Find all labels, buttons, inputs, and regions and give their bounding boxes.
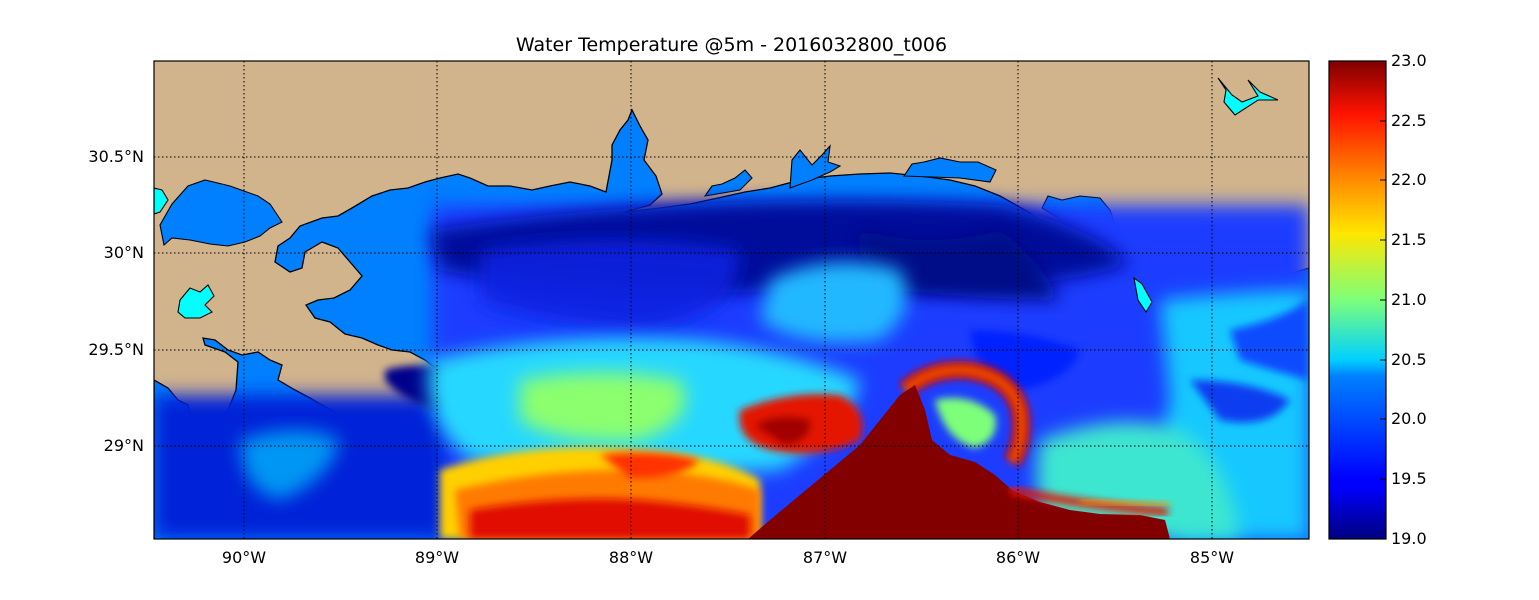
lat-tick-label: 29.5°N bbox=[88, 340, 144, 359]
colorbar-tick-label: 20.5 bbox=[1391, 350, 1427, 369]
colorbar-tick-label: 21.5 bbox=[1391, 230, 1427, 249]
lon-tick-label: 90°W bbox=[221, 548, 267, 567]
lon-tick-label: 87°W bbox=[802, 548, 848, 567]
temperature-field bbox=[154, 200, 1309, 539]
lake-florida bbox=[1217, 77, 1279, 116]
colorbar-tick-label: 19.5 bbox=[1391, 469, 1427, 488]
colorbar-tick-label: 21.0 bbox=[1391, 290, 1427, 309]
map-frame bbox=[153, 60, 1310, 540]
lon-tick-label: 88°W bbox=[608, 548, 654, 567]
estuaries bbox=[159, 144, 1137, 253]
colorbar-tick-label: 22.5 bbox=[1391, 111, 1427, 130]
colorbar-tick-label: 23.0 bbox=[1391, 51, 1427, 70]
colorbar-tick-label: 22.0 bbox=[1391, 170, 1427, 189]
chart-title: Water Temperature @5m - 2016032800_t006 bbox=[515, 34, 948, 56]
colorbar bbox=[1329, 61, 1386, 539]
lat-tick-label: 30°N bbox=[103, 243, 144, 262]
graticule bbox=[154, 61, 1309, 539]
colorbar-ticks bbox=[1380, 60, 1386, 540]
lake-pontchartrain-west bbox=[154, 187, 169, 215]
lat-tick-label: 30.5°N bbox=[88, 147, 144, 166]
colorbar-tick-label: 19.0 bbox=[1391, 529, 1427, 548]
lake-maurepas bbox=[177, 284, 215, 319]
lon-tick-label: 86°W bbox=[995, 548, 1041, 567]
map-area bbox=[154, 61, 1309, 539]
colorbar-tick-label: 20.0 bbox=[1391, 409, 1427, 428]
bay-florida bbox=[1133, 276, 1153, 313]
lon-tick-label: 89°W bbox=[414, 548, 460, 567]
lon-tick-label: 85°W bbox=[1189, 548, 1235, 567]
lat-tick-label: 29°N bbox=[103, 436, 144, 455]
